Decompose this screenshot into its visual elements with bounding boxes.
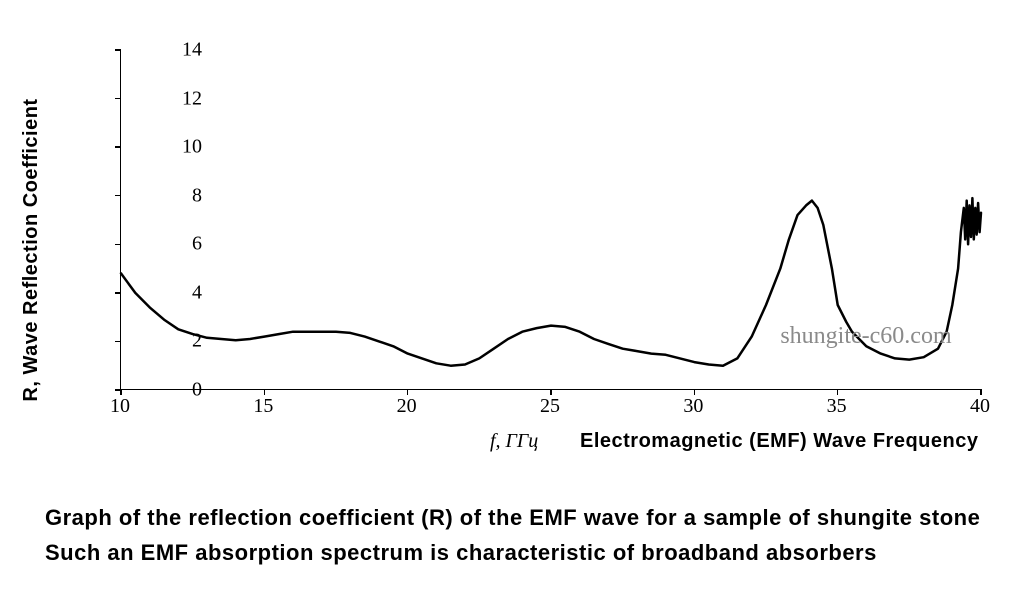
y-tick-label: 2 — [192, 330, 202, 353]
y-tick — [115, 146, 121, 148]
y-tick-label: 10 — [182, 136, 202, 159]
x-axis-title: Electromagnetic (EMF) Wave Frequency — [580, 430, 978, 453]
y-axis-title: R, Wave Reflection Coefficient — [20, 98, 43, 401]
x-tick-label: 40 — [970, 395, 990, 418]
y-tick — [115, 292, 121, 294]
y-tick — [115, 49, 121, 51]
y-tick — [115, 341, 121, 343]
y-tick — [115, 98, 121, 100]
y-tick-label: 12 — [182, 87, 202, 110]
watermark-text: shungite-c60.com — [780, 323, 951, 350]
x-tick-label: 15 — [253, 395, 273, 418]
caption-line-2: Such an EMF absorption spectrum is chara… — [45, 540, 877, 566]
x-tick-label: 30 — [683, 395, 703, 418]
x-tick-label: 25 — [540, 395, 560, 418]
x-tick-label: 35 — [827, 395, 847, 418]
y-tick-label: 0 — [192, 379, 202, 402]
chart-container: R, Wave Reflection Coefficient shungite-… — [40, 50, 990, 450]
y-tick — [115, 244, 121, 246]
y-tick-label: 14 — [182, 39, 202, 62]
x-axis-unit-symbol: f, ГГц — [490, 430, 538, 453]
y-tick-label: 4 — [192, 281, 202, 304]
caption-line-1: Graph of the reflection coefficient (R) … — [45, 505, 980, 531]
plot-area: shungite-c60.com — [120, 50, 980, 390]
x-tick-label: 10 — [110, 395, 130, 418]
y-tick-label: 6 — [192, 233, 202, 256]
y-tick — [115, 195, 121, 197]
x-tick-label: 20 — [397, 395, 417, 418]
y-tick-label: 8 — [192, 184, 202, 207]
